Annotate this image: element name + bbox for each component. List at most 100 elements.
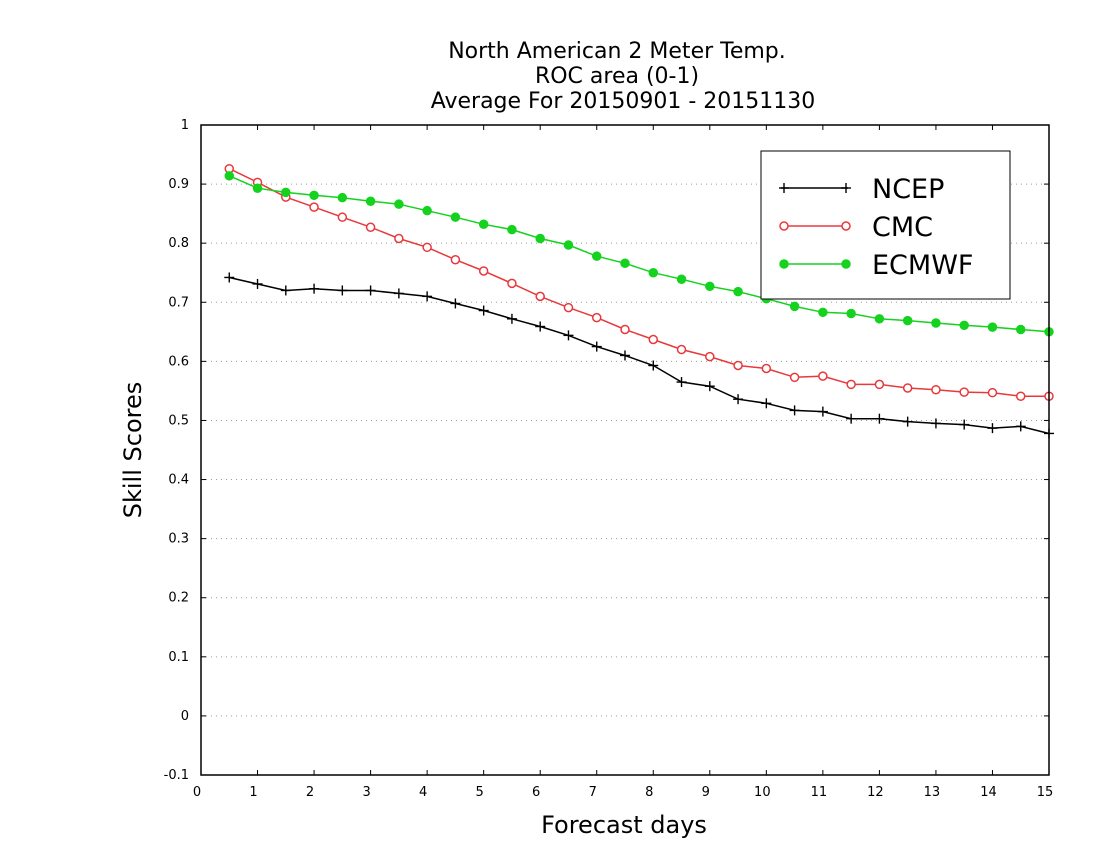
title-line-2: ROC area (0-1) bbox=[535, 64, 699, 89]
y-tick-label: 1 bbox=[181, 118, 189, 133]
y-tick-label: 0.5 bbox=[168, 413, 189, 428]
x-tick-label: 11 bbox=[811, 785, 828, 800]
series-ecmwf bbox=[224, 171, 1054, 337]
data-point-ncep bbox=[224, 272, 235, 283]
data-point-cmc bbox=[789, 372, 800, 383]
data-point-ecmwf bbox=[846, 308, 856, 319]
data-point-cmc bbox=[874, 379, 885, 390]
data-point-ecmwf bbox=[789, 301, 800, 312]
chart-title: North American 2 Meter Temp. ROC area (0… bbox=[431, 39, 816, 114]
data-point-cmc bbox=[733, 360, 743, 371]
data-point-ecmwf bbox=[507, 224, 517, 235]
data-point-ecmwf bbox=[1015, 324, 1026, 335]
data-point-ecmwf bbox=[959, 320, 969, 331]
data-point-ecmwf bbox=[337, 192, 348, 203]
data-point-ncep bbox=[450, 298, 461, 309]
data-point-cmc bbox=[507, 278, 517, 289]
data-point-ncep bbox=[704, 381, 715, 392]
data-point-ecmwf bbox=[705, 281, 715, 292]
data-point-ncep bbox=[987, 423, 998, 434]
x-tick-label: 1 bbox=[249, 785, 257, 800]
legend-entry-ncep: NCEP bbox=[779, 174, 944, 205]
data-point-ncep bbox=[563, 330, 574, 341]
series-ncep bbox=[224, 272, 1054, 439]
data-point-ecmwf bbox=[309, 190, 319, 201]
data-point-ecmwf bbox=[648, 267, 659, 278]
title-line-1: North American 2 Meter Temp. bbox=[448, 39, 786, 64]
axis-ticks: -0.100.10.20.30.40.50.60.70.80.910 1 2 3 4 5 6… bbox=[164, 118, 1054, 800]
data-point-ncep bbox=[902, 416, 913, 427]
data-point-cmc bbox=[676, 344, 687, 355]
data-point-cmc bbox=[959, 387, 969, 397]
data-point-cmc bbox=[902, 383, 913, 393]
data-point-ncep bbox=[422, 291, 433, 302]
data-point-cmc bbox=[620, 324, 630, 335]
x-tick-label: 4 bbox=[419, 785, 427, 800]
data-point-ecmwf bbox=[450, 212, 461, 222]
data-point-ncep bbox=[535, 321, 546, 332]
data-point-ecmwf bbox=[874, 314, 885, 324]
data-point-ncep bbox=[959, 419, 970, 430]
x-tick-label: 12 bbox=[867, 785, 884, 800]
x-tick-label: 3 bbox=[362, 785, 370, 800]
y-tick-label: 0.1 bbox=[168, 650, 189, 665]
x-tick-label: 6 bbox=[532, 785, 540, 800]
x-tick-label: 8 bbox=[645, 785, 653, 800]
data-point-ecmwf bbox=[987, 322, 998, 332]
data-point-ecmwf bbox=[281, 187, 291, 198]
data-point-ncep bbox=[930, 418, 941, 429]
data-point-ncep bbox=[620, 350, 630, 361]
series-line-ecmwf bbox=[228, 175, 1050, 333]
data-point-ncep bbox=[733, 394, 744, 405]
title-line-3: Average For 20150901 - 20151130 bbox=[431, 89, 816, 114]
data-point-cmc bbox=[309, 202, 319, 212]
data-point-cmc bbox=[563, 302, 574, 313]
data-point-ecmwf bbox=[224, 171, 235, 181]
y-tick-label: 0.6 bbox=[168, 354, 189, 369]
y-tick-label: 0.9 bbox=[168, 177, 189, 192]
data-point-cmc bbox=[365, 222, 376, 232]
legend-marker-ncep bbox=[841, 183, 851, 193]
data-point-ncep bbox=[337, 285, 348, 296]
data-point-cmc bbox=[394, 233, 404, 244]
data-point-ncep bbox=[478, 305, 489, 316]
data-point-ncep bbox=[789, 405, 800, 416]
legend-marker-cmc bbox=[841, 221, 851, 231]
data-point-ncep bbox=[817, 406, 828, 417]
data-point-cmc bbox=[1015, 391, 1026, 401]
data-point-ecmwf bbox=[620, 258, 630, 269]
data-point-cmc bbox=[478, 266, 489, 276]
legend-marker-ecmwf bbox=[779, 259, 789, 269]
data-point-ncep bbox=[676, 377, 687, 388]
data-point-ecmwf bbox=[676, 274, 687, 284]
data-point-ecmwf bbox=[733, 286, 743, 297]
data-point-ncep bbox=[252, 278, 263, 289]
y-tick-label: 0.8 bbox=[168, 236, 189, 251]
legend-label-ecmwf: ECMWF bbox=[872, 250, 973, 281]
x-tick-label: 7 bbox=[589, 785, 597, 800]
data-point-cmc bbox=[931, 384, 941, 395]
x-tick-label: 0 bbox=[193, 785, 201, 800]
data-point-cmc bbox=[846, 379, 856, 390]
data-point-ncep bbox=[874, 413, 885, 424]
x-axis-label: Forecast days bbox=[541, 811, 707, 839]
data-point-cmc bbox=[591, 312, 602, 323]
data-point-ncep bbox=[280, 285, 291, 296]
data-point-cmc bbox=[761, 363, 772, 374]
plot-frame bbox=[200, 124, 1050, 776]
data-point-ecmwf bbox=[422, 205, 432, 216]
data-point-ecmwf bbox=[931, 318, 941, 328]
data-point-ncep bbox=[365, 285, 376, 296]
data-point-ncep bbox=[648, 360, 659, 371]
data-point-ecmwf bbox=[365, 196, 376, 206]
legend-box bbox=[760, 150, 1011, 300]
data-point-cmc bbox=[705, 351, 715, 362]
data-point-cmc bbox=[422, 242, 432, 253]
data-point-cmc bbox=[818, 371, 828, 381]
legend-marker-cmc bbox=[779, 221, 789, 231]
x-tick-label: 10 bbox=[754, 785, 771, 800]
data-point-ncep bbox=[309, 283, 320, 294]
data-point-cmc bbox=[648, 334, 659, 345]
